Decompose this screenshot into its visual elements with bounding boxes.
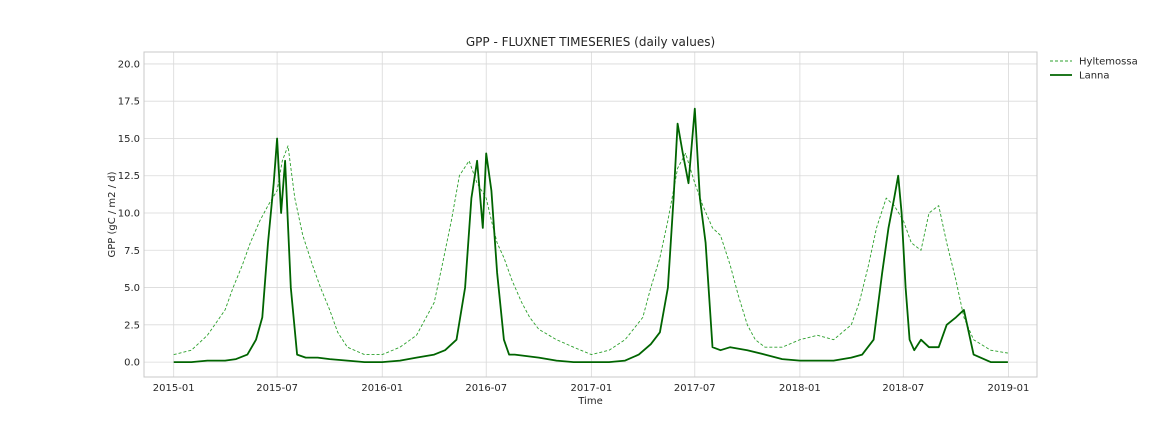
y-tick-label: 12.5 [118, 171, 140, 182]
series-line-lanna [173, 107, 1008, 363]
y-tick-label: 5.0 [124, 283, 140, 294]
x-tick-label: 2018-01 [779, 383, 821, 394]
plot-frame [143, 51, 1038, 378]
x-tick-label: 2019-01 [988, 383, 1030, 394]
x-tick-label: 2016-01 [361, 383, 403, 394]
x-tick-label: 2017-07 [674, 383, 716, 394]
series-lines [173, 107, 1008, 363]
grid-lines [144, 52, 1037, 377]
legend-label-hyltemossa: Hyltemossa [1079, 57, 1138, 68]
y-tick-label: 15.0 [118, 134, 140, 145]
x-tick-label: 2015-01 [153, 383, 195, 394]
x-tick-label: 2015-07 [256, 383, 298, 394]
y-axis-label: GPP (gC / m2 / d) [107, 171, 118, 257]
series-line-hyltemossa [173, 145, 1008, 356]
y-axis-ticks: 0.0 2.5 5.0 7.5 10.0 12.5 15.0 17.5 20.0 [118, 59, 140, 368]
y-tick-label: 2.5 [124, 320, 140, 331]
x-axis-ticks: 2015-01 2015-07 2016-01 2016-07 2017-01 2017-… [153, 383, 1030, 394]
y-tick-label: 7.5 [124, 246, 140, 257]
y-tick-label: 20.0 [118, 59, 140, 70]
y-tick-label: 10.0 [118, 209, 140, 220]
x-tick-label: 2017-01 [570, 383, 612, 394]
x-tick-label: 2018-07 [882, 383, 924, 394]
x-axis-label: Time [577, 396, 602, 407]
y-tick-label: 0.0 [124, 358, 140, 369]
legend-label-lanna: Lanna [1079, 71, 1110, 82]
chart-title: GPP - FLUXNET TIMESERIES (daily values) [466, 35, 715, 49]
x-tick-label: 2016-07 [465, 383, 507, 394]
y-tick-label: 17.5 [118, 97, 140, 108]
legend: Hyltemossa Lanna [1050, 57, 1138, 82]
